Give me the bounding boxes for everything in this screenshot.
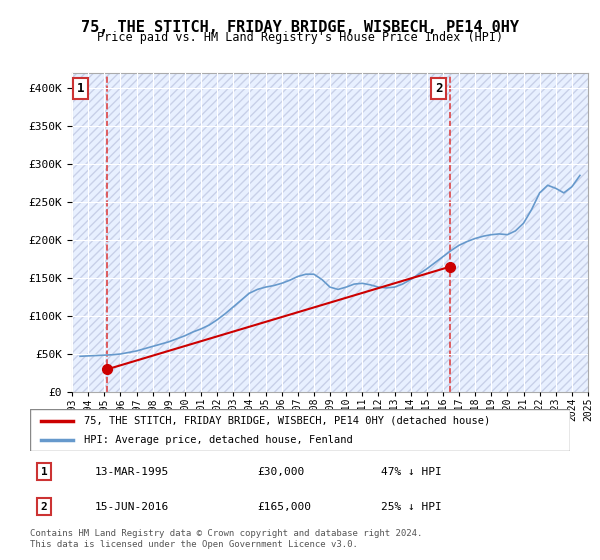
Text: 15-JUN-2016: 15-JUN-2016 [95,502,169,512]
FancyBboxPatch shape [30,409,570,451]
Text: 1: 1 [77,82,85,95]
Text: 13-MAR-1995: 13-MAR-1995 [95,467,169,477]
Text: HPI: Average price, detached house, Fenland: HPI: Average price, detached house, Fenl… [84,435,353,445]
Text: 1: 1 [41,467,47,477]
Text: 75, THE STITCH, FRIDAY BRIDGE, WISBECH, PE14 0HY (detached house): 75, THE STITCH, FRIDAY BRIDGE, WISBECH, … [84,416,490,426]
Text: 2: 2 [435,82,442,95]
Text: 2: 2 [41,502,47,512]
Text: £30,000: £30,000 [257,467,304,477]
Text: Price paid vs. HM Land Registry's House Price Index (HPI): Price paid vs. HM Land Registry's House … [97,31,503,44]
Text: 75, THE STITCH, FRIDAY BRIDGE, WISBECH, PE14 0HY: 75, THE STITCH, FRIDAY BRIDGE, WISBECH, … [81,20,519,35]
Text: 47% ↓ HPI: 47% ↓ HPI [381,467,442,477]
Text: 25% ↓ HPI: 25% ↓ HPI [381,502,442,512]
Text: £165,000: £165,000 [257,502,311,512]
Text: Contains HM Land Registry data © Crown copyright and database right 2024.
This d: Contains HM Land Registry data © Crown c… [30,529,422,549]
